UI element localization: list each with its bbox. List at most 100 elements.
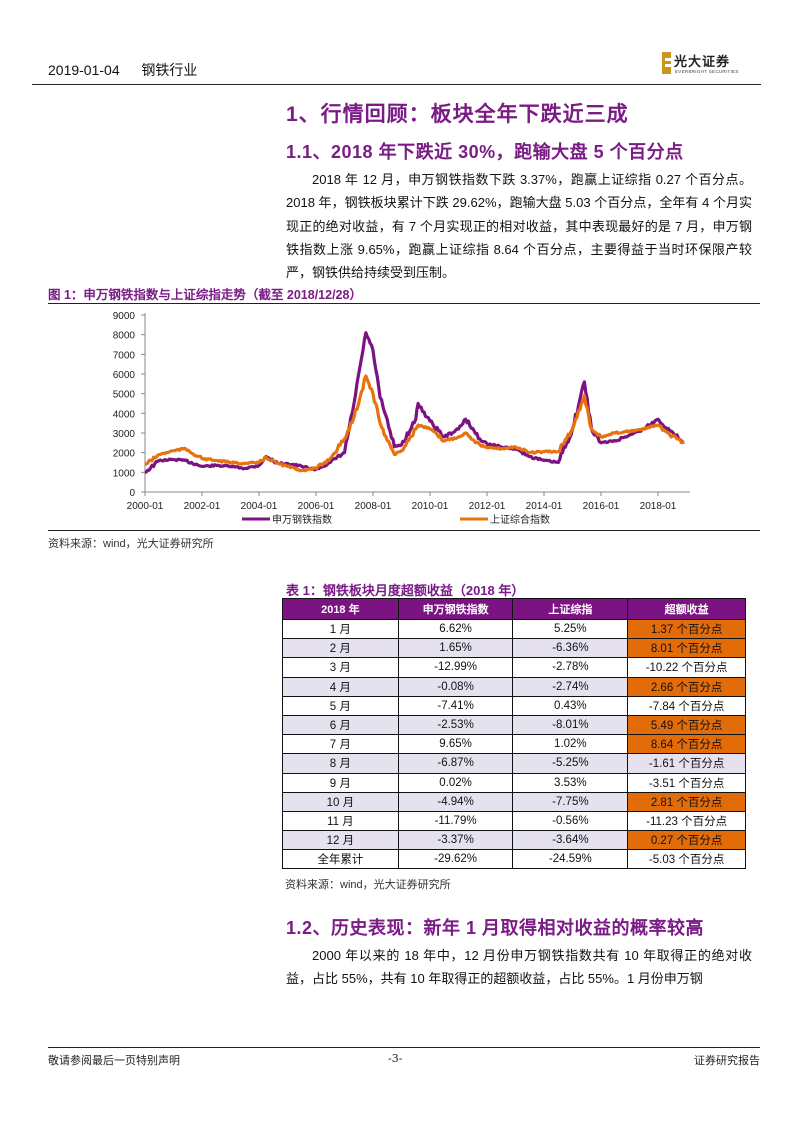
legend-label: 申万钢铁指数 <box>272 513 332 526</box>
figure-source: 资料来源：wind，光大证券研究所 <box>48 538 214 550</box>
cell-sh-index: 3.53% <box>512 772 629 793</box>
cell-month: 6 月 <box>282 714 399 736</box>
table-source: 资料来源：wind，光大证券研究所 <box>285 879 451 891</box>
y-tick-label: 6000 <box>113 370 136 381</box>
excess-return-table: 2018 年 申万钢铁指数 上证综指 超额收益 1 月 6.62% 5.25% 1.3… <box>282 598 746 870</box>
table-row: 9 月 0.02% 3.53% -3.51 个百分点 <box>282 772 746 793</box>
cell-sh-index: -7.75% <box>512 791 629 812</box>
cell-month: 9 月 <box>282 772 399 793</box>
report-date: 2019-01-04 <box>48 62 120 78</box>
paragraph-text: 2000 年以来的 18 年中，12 月份申万钢铁指数共有 10 年取得正的绝对… <box>286 948 752 987</box>
cell-month: 1 月 <box>282 618 399 640</box>
series-line-sw-steel <box>144 331 685 474</box>
table-row: 3 月 -12.99% -2.78% -10.22 个百分点 <box>282 657 746 678</box>
cell-month: 10 月 <box>282 791 399 812</box>
cell-sh-index: 1.02% <box>512 734 629 755</box>
cell-sw-steel: 0.02% <box>397 772 514 793</box>
x-tick-label: 2004-01 <box>241 501 278 512</box>
x-tick-label: 2002-01 <box>184 501 221 512</box>
logo-name-en: EVERBRIGHT SECURITIES <box>675 69 739 74</box>
header-sh-index: 上证综指 <box>512 598 629 620</box>
cell-excess: 1.37 个百分点 <box>627 618 746 640</box>
table-row: 6 月 -2.53% -8.01% 5.49 个百分点 <box>282 714 746 736</box>
cell-excess: -7.84 个百分点 <box>627 695 746 716</box>
cell-month: 全年累计 <box>282 849 399 870</box>
cell-sw-steel: -4.94% <box>397 791 514 812</box>
cell-sw-steel: 6.62% <box>397 618 514 640</box>
series-line-sh-composite <box>144 374 685 473</box>
table-row: 8 月 -6.87% -5.25% -1.61 个百分点 <box>282 753 746 774</box>
cell-sw-steel: -11.79% <box>397 810 514 832</box>
x-tick-label: 2018-01 <box>640 501 677 512</box>
cell-sh-index: -0.56% <box>512 810 629 832</box>
industry-name: 钢铁行业 <box>141 62 198 78</box>
y-tick-label: 8000 <box>113 331 136 342</box>
cell-sw-steel: -0.08% <box>397 676 514 697</box>
table-row: 1 月 6.62% 5.25% 1.37 个百分点 <box>282 618 746 640</box>
legend-label: 上证综合指数 <box>490 513 550 526</box>
cell-sh-index: -8.01% <box>512 714 629 736</box>
y-tick-label: 5000 <box>113 390 136 401</box>
cell-month: 7 月 <box>282 734 399 755</box>
x-tick-label: 2006-01 <box>298 501 335 512</box>
x-tick-label: 2010-01 <box>412 501 449 512</box>
cell-excess: -3.51 个百分点 <box>627 772 746 793</box>
x-tick-label: 2000-01 <box>127 501 164 512</box>
header-excess: 超额收益 <box>627 598 746 620</box>
cell-excess: 5.49 个百分点 <box>627 714 746 736</box>
footer-divider <box>48 1047 760 1048</box>
cell-sw-steel: 1.65% <box>397 638 514 659</box>
cell-sw-steel: -3.37% <box>397 830 514 851</box>
table-row: 4 月 -0.08% -2.74% 2.66 个百分点 <box>282 676 746 697</box>
cell-sh-index: -3.64% <box>512 830 629 851</box>
figure-bottom-divider <box>48 530 760 531</box>
y-tick-label: 0 <box>129 488 135 499</box>
subsection-1-1-paragraph: 2018 年 12 月，申万钢铁指数下跌 3.37%，跑赢上证综指 0.27 个… <box>286 168 752 284</box>
cell-excess: 8.64 个百分点 <box>627 734 746 755</box>
cell-month: 4 月 <box>282 676 399 697</box>
table-row: 全年累计 -29.62% -24.59% -5.03 个百分点 <box>282 849 746 870</box>
cell-excess: -10.22 个百分点 <box>627 657 746 678</box>
cell-month: 12 月 <box>282 830 399 851</box>
cell-month: 2 月 <box>282 638 399 659</box>
y-tick-label: 7000 <box>113 350 136 361</box>
table-row: 5 月 -7.41% 0.43% -7.84 个百分点 <box>282 695 746 716</box>
cell-excess: 2.81 个百分点 <box>627 791 746 812</box>
figure-top-divider <box>48 303 760 304</box>
cell-sh-index: -2.74% <box>512 676 629 697</box>
x-tick-label: 2016-01 <box>583 501 620 512</box>
header-divider <box>32 84 761 85</box>
cell-month: 3 月 <box>282 657 399 678</box>
cell-excess: 0.27 个百分点 <box>627 830 746 851</box>
cell-sw-steel: 9.65% <box>397 734 514 755</box>
table-row: 2 月 1.65% -6.36% 8.01 个百分点 <box>282 638 746 659</box>
subsection-1-2-paragraph: 2000 年以来的 18 年中，12 月份申万钢铁指数共有 10 年取得正的绝对… <box>286 944 752 991</box>
cell-sh-index: 5.25% <box>512 618 629 640</box>
cell-month: 8 月 <box>282 753 399 774</box>
header-year: 2018 年 <box>282 598 399 620</box>
logo-mark-icon <box>662 52 671 74</box>
table-header-row: 2018 年 申万钢铁指数 上证综指 超额收益 <box>282 598 746 620</box>
cell-sw-steel: -2.53% <box>397 714 514 736</box>
cell-excess: 2.66 个百分点 <box>627 676 746 697</box>
table-row: 12 月 -3.37% -3.64% 0.27 个百分点 <box>282 830 746 851</box>
cell-sh-index: -6.36% <box>512 638 629 659</box>
table-title: 表 1：钢铁板块月度超额收益（2018 年） <box>286 583 525 598</box>
cell-month: 5 月 <box>282 695 399 716</box>
cell-sw-steel: -29.62% <box>397 849 514 870</box>
cell-sh-index: -2.78% <box>512 657 629 678</box>
cell-excess: -11.23 个百分点 <box>627 810 746 832</box>
company-logo: 光大证券 EVERBRIGHT SECURITIES <box>662 51 762 79</box>
subsection-title-1-1: 1.1、2018 年下跌近 30%，跑输大盘 5 个百分点 <box>286 142 684 162</box>
subsection-title-1-2: 1.2、历史表现：新年 1 月取得相对收益的概率较高 <box>286 918 705 938</box>
footer-disclaimer: 敬请参阅最后一页特别声明 <box>48 1054 180 1067</box>
report-header: 2019-01-04 钢铁行业 <box>48 60 197 80</box>
cell-excess: -1.61 个百分点 <box>627 753 746 774</box>
cell-month: 11 月 <box>282 810 399 832</box>
y-tick-label: 4000 <box>113 409 136 420</box>
cell-sh-index: -24.59% <box>512 849 629 870</box>
y-tick-label: 3000 <box>113 429 136 440</box>
table-row: 7 月 9.65% 1.02% 8.64 个百分点 <box>282 734 746 755</box>
cell-excess: -5.03 个百分点 <box>627 849 746 870</box>
y-tick-label: 2000 <box>113 449 136 460</box>
